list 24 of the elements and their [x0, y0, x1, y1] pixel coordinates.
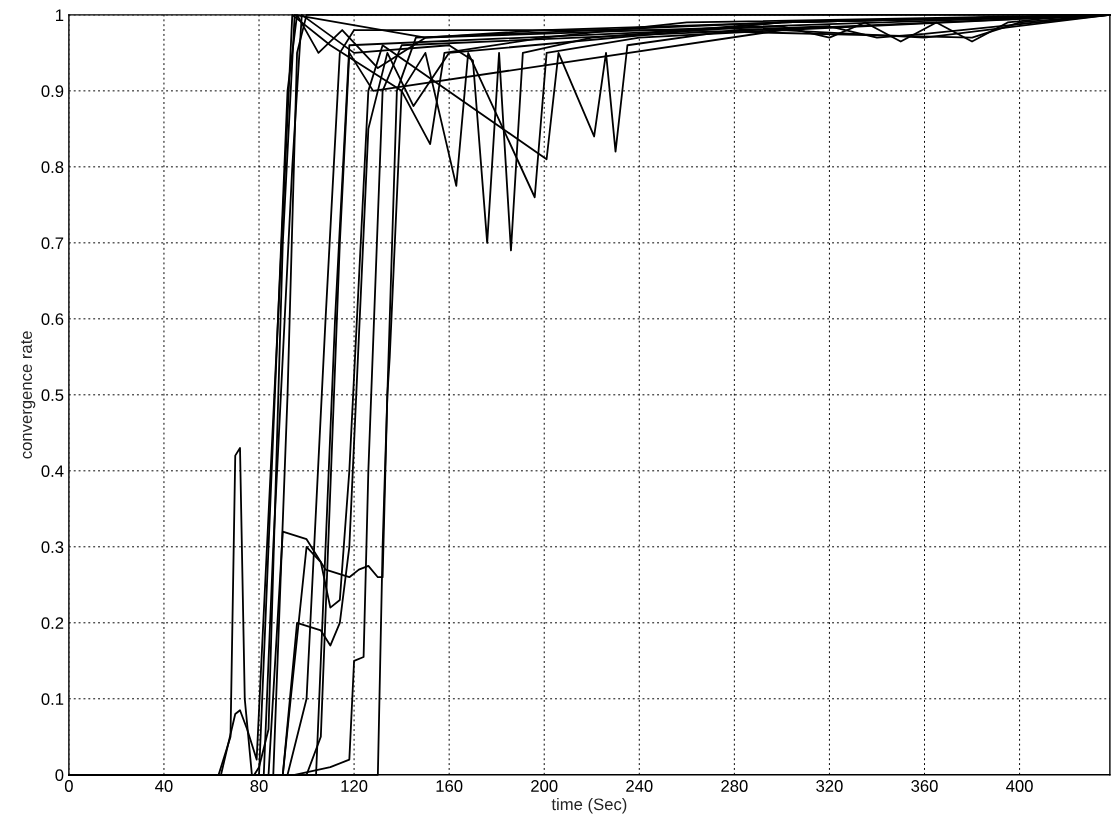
x-tick-label: 120: [341, 780, 368, 792]
x-tick-label: 400: [1006, 780, 1033, 792]
y-tick-label: 0.3: [41, 541, 64, 554]
y-tick-label: 0.1: [41, 693, 64, 705]
y-tick-label: 0.5: [41, 389, 64, 402]
y-tick-label: 0.4: [41, 465, 64, 478]
x-tick-label: 320: [816, 780, 843, 792]
x-tick-label: 80: [250, 780, 268, 792]
y-tick-label: 0.8: [41, 161, 64, 174]
x-tick-label: 40: [155, 780, 173, 792]
y-tick-label: 0.6: [41, 313, 64, 326]
x-tick-label: 160: [436, 780, 463, 792]
y-tick-label: 0.9: [41, 85, 64, 98]
x-tick-label: 240: [626, 780, 653, 792]
x-tick-label: 360: [911, 780, 938, 792]
y-axis-title: convergence rate: [21, 331, 36, 459]
x-tick-label: 280: [721, 780, 748, 792]
y-tick-label: 0: [55, 769, 64, 781]
y-tick-label: 0.7: [41, 237, 64, 250]
x-tick-label: 200: [531, 780, 558, 792]
x-tick-label: 0: [64, 780, 73, 792]
y-tick-label: 0.2: [41, 617, 64, 630]
x-axis-title: time (Sec): [551, 797, 627, 814]
y-tick-label: 1: [56, 9, 64, 21]
